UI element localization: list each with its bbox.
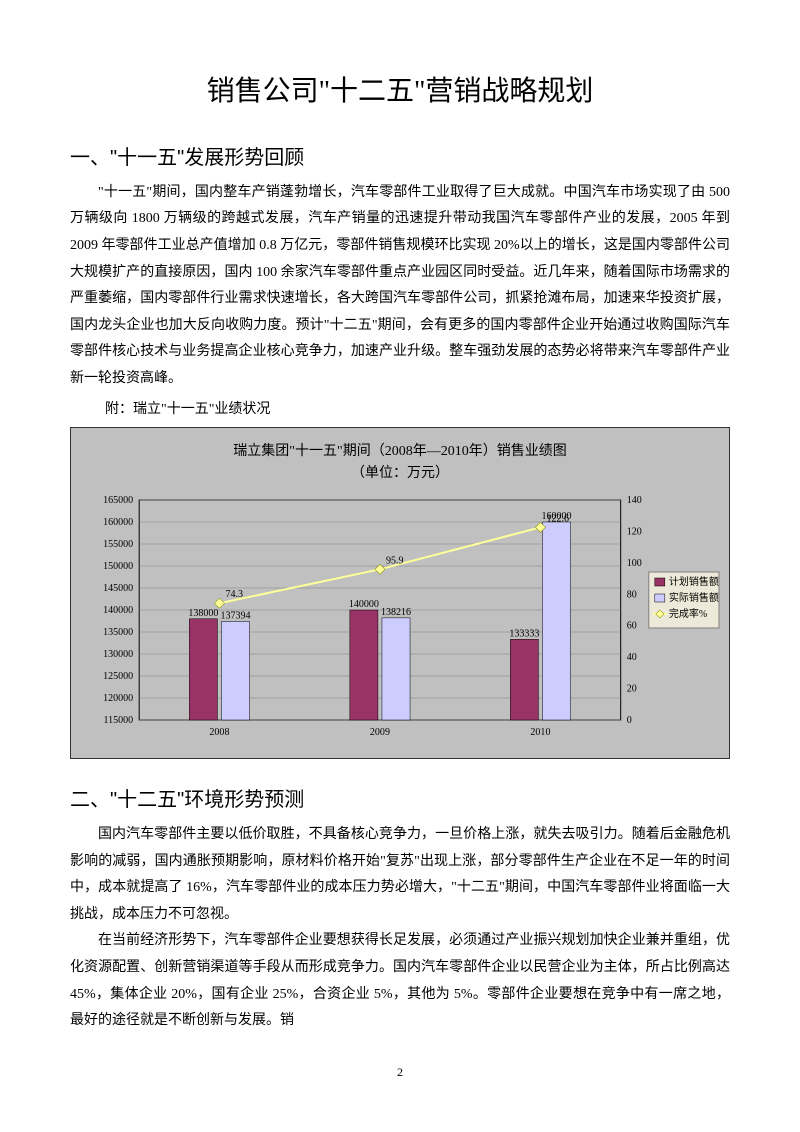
svg-text:130000: 130000 (103, 649, 133, 660)
svg-text:155000: 155000 (103, 539, 133, 550)
svg-text:计划销售额: 计划销售额 (669, 575, 719, 588)
svg-text:145000: 145000 (103, 583, 133, 594)
svg-text:40: 40 (627, 652, 637, 663)
document-page: 销售公司"十二五"营销战略规划 一、"十一五"发展形势回顾 "十一五"期间，国内… (0, 0, 800, 1110)
svg-text:140000: 140000 (103, 605, 133, 616)
svg-text:2009: 2009 (370, 727, 390, 738)
svg-text:165000: 165000 (103, 495, 133, 506)
svg-text:20: 20 (627, 684, 637, 695)
svg-text:0: 0 (627, 715, 632, 726)
svg-text:122.6: 122.6 (546, 513, 569, 524)
svg-text:120000: 120000 (103, 693, 133, 704)
svg-text:120: 120 (627, 527, 642, 538)
section2-paragraph1: 国内汽车零部件主要以低价取胜，不具备核心竞争力，一旦价格上涨，就失去吸引力。随着… (70, 822, 730, 928)
svg-text:2010: 2010 (530, 727, 550, 738)
svg-text:133333: 133333 (509, 628, 539, 639)
svg-text:140: 140 (627, 495, 642, 506)
svg-text:100: 100 (627, 558, 642, 569)
chart-subtitle: （单位：万元） (79, 462, 721, 482)
svg-text:实际销售额: 实际销售额 (669, 591, 719, 604)
svg-text:138000: 138000 (188, 608, 218, 619)
chart-container: 瑞立集团"十一五"期间（2008年—2010年）销售业绩图 （单位：万元） 11… (70, 427, 730, 759)
page-title: 销售公司"十二五"营销战略规划 (70, 69, 730, 109)
svg-text:60: 60 (627, 621, 637, 632)
svg-text:完成率%: 完成率% (669, 607, 707, 620)
svg-text:125000: 125000 (103, 671, 133, 682)
section1-heading: 一、"十一五"发展形势回顾 (70, 141, 730, 170)
svg-text:137394: 137394 (220, 611, 250, 622)
chart-title: 瑞立集团"十一五"期间（2008年—2010年）销售业绩图 (79, 440, 721, 460)
section2-paragraph2: 在当前经济形势下，汽车零部件企业要想获得长足发展，必须通过产业振兴规划加快企业兼… (70, 928, 730, 1034)
svg-text:160000: 160000 (103, 517, 133, 528)
svg-text:140000: 140000 (349, 599, 379, 610)
chart-svg: 115000 120000 125000 130000 135000 140000 1450… (79, 490, 721, 750)
svg-text:74.3: 74.3 (225, 589, 243, 600)
attachment-label: 附：瑞立"十一五"业绩状况 (70, 397, 730, 424)
svg-text:115000: 115000 (103, 715, 133, 726)
svg-text:2008: 2008 (209, 727, 229, 738)
svg-text:95.9: 95.9 (386, 555, 404, 566)
section1-paragraph: "十一五"期间，国内整车产销蓬勃增长，汽车零部件工业取得了巨大成就。中国汽车市场… (70, 180, 730, 393)
svg-text:138216: 138216 (381, 607, 411, 618)
page-number: 2 (70, 1065, 730, 1080)
svg-text:80: 80 (627, 589, 637, 600)
section2-heading: 二、"十二五"环境形势预测 (70, 783, 730, 812)
svg-text:150000: 150000 (103, 561, 133, 572)
svg-text:135000: 135000 (103, 627, 133, 638)
